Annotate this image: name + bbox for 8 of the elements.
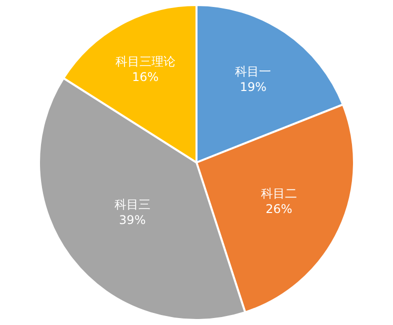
slice-label: 科目一	[235, 64, 272, 78]
data-label: 19%	[240, 80, 267, 94]
data-label: 39%	[119, 213, 146, 228]
slice-label: 科目三理论	[115, 54, 176, 69]
data-label: 26%	[266, 202, 292, 216]
data-label: 16%	[132, 70, 159, 84]
slice-label: 科目二	[260, 186, 297, 200]
slice-label: 科目三	[114, 197, 150, 212]
